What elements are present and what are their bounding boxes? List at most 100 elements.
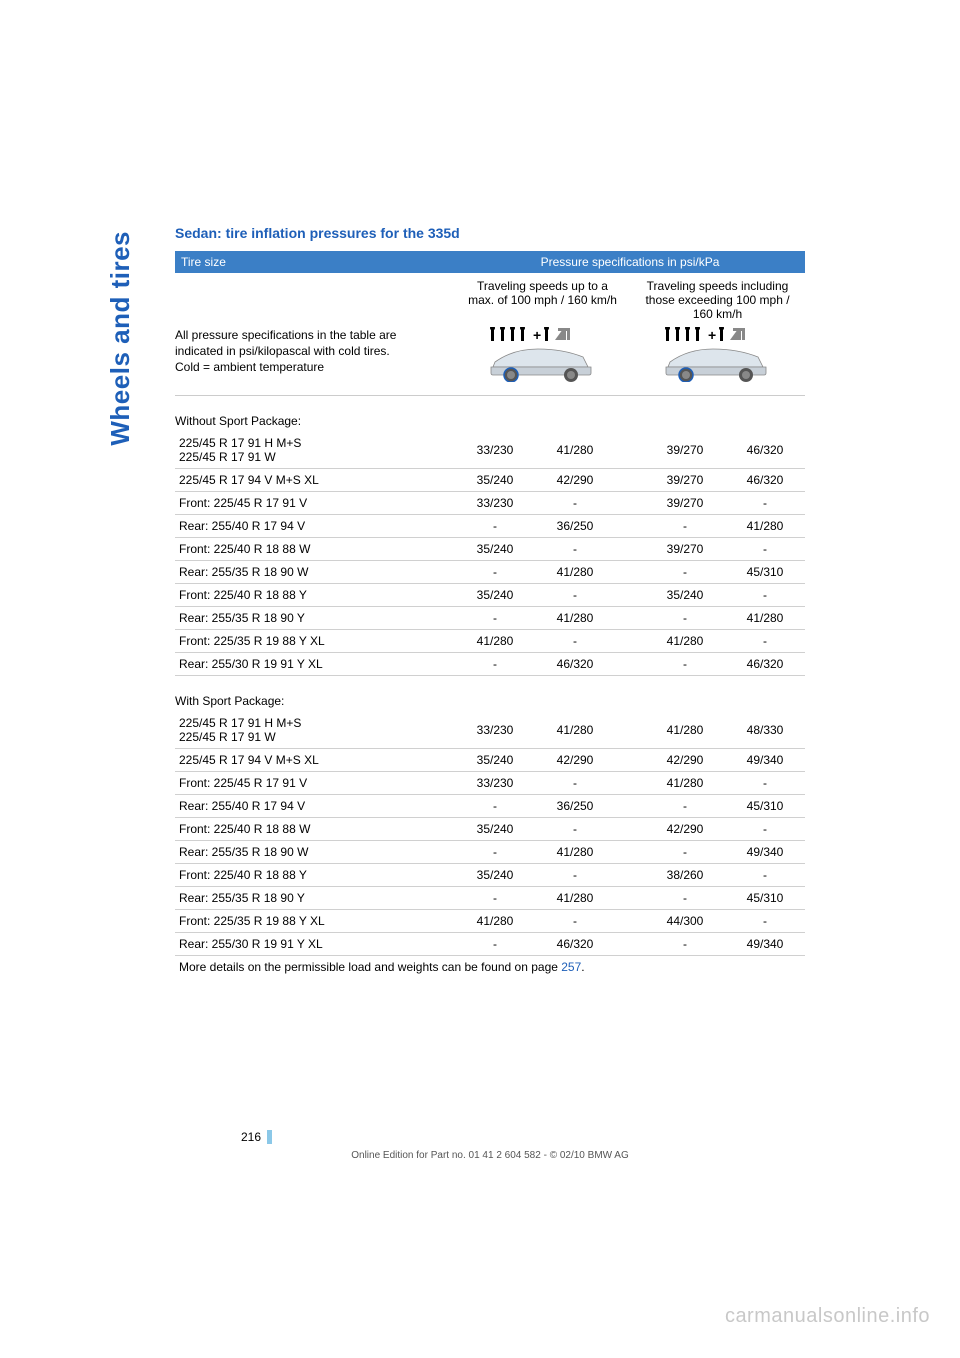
page-footer: 216 Online Edition for Part no. 01 41 2 …: [175, 1130, 805, 1161]
table-row: Rear: 255/35 R 18 90 Y-41/280-45/310: [175, 887, 805, 910]
pressure-cell: 36/250: [535, 795, 615, 818]
pressure-cell: -: [645, 561, 725, 584]
tire-size-cell: Rear: 255/35 R 18 90 Y: [175, 887, 455, 910]
pressure-cell: -: [455, 607, 535, 630]
table-row: Rear: 255/30 R 19 91 Y XL-46/320-49/340: [175, 933, 805, 956]
pressure-cell: 41/280: [535, 432, 615, 469]
tire-size-cell: 225/45 R 17 94 V M+S XL: [175, 749, 455, 772]
pressure-cell: 41/280: [725, 607, 805, 630]
pressure-cell: 48/330: [725, 712, 805, 749]
pressure-cell: -: [645, 653, 725, 676]
tire-size-cell: Rear: 255/30 R 19 91 Y XL: [175, 653, 455, 676]
pressure-cell: -: [535, 492, 615, 515]
pressure-cell: 41/280: [455, 910, 535, 933]
pressure-cell: 39/270: [645, 432, 725, 469]
table-row: Rear: 255/35 R 18 90 W-41/280-49/340: [175, 841, 805, 864]
tire-size-cell: Front: 225/40 R 18 88 W: [175, 818, 455, 841]
pressure-cell: -: [535, 772, 615, 795]
tire-size-cell: Rear: 255/35 R 18 90 W: [175, 841, 455, 864]
column-headings: Traveling speeds up to a max. of 100 mph…: [175, 273, 805, 327]
pressure-cell: 49/340: [725, 933, 805, 956]
table-row: 225/45 R 17 94 V M+S XL35/24042/29039/27…: [175, 469, 805, 492]
table-row: Front: 225/45 R 17 91 V33/230-41/280-: [175, 772, 805, 795]
pressure-cell: -: [455, 887, 535, 910]
pressure-cell: 35/240: [455, 469, 535, 492]
pressure-note: All pressure specifications in the table…: [175, 327, 455, 376]
pressure-cell: 35/240: [455, 584, 535, 607]
watermark: carmanualsonline.info: [725, 1305, 930, 1328]
col-head-high-speed: Traveling speeds including those exceedi…: [630, 279, 805, 321]
pressure-cell: 33/230: [455, 432, 535, 469]
table-row: 225/45 R 17 91 H M+S225/45 R 17 91 W33/2…: [175, 712, 805, 749]
tire-size-cell: Rear: 255/35 R 18 90 Y: [175, 607, 455, 630]
pressure-cell: -: [725, 818, 805, 841]
pressure-cell: -: [725, 584, 805, 607]
table-row: Front: 225/35 R 19 88 Y XL41/280-41/280-: [175, 630, 805, 653]
page-link[interactable]: 257: [561, 960, 581, 974]
table-row: Front: 225/40 R 18 88 Y35/240-35/240-: [175, 584, 805, 607]
pressure-cell: -: [535, 538, 615, 561]
pressure-cell: 46/320: [535, 933, 615, 956]
pressure-cell: -: [535, 910, 615, 933]
table-row: 225/45 R 17 91 H M+S225/45 R 17 91 W33/2…: [175, 432, 805, 469]
pressure-cell: 41/280: [645, 772, 725, 795]
pressure-cell: -: [645, 515, 725, 538]
pressure-cell: 39/270: [645, 492, 725, 515]
pressure-cell: -: [645, 841, 725, 864]
svg-text:+: +: [533, 327, 541, 343]
pressure-cell: -: [455, 795, 535, 818]
tire-size-cell: 225/45 R 17 94 V M+S XL: [175, 469, 455, 492]
pressure-cell: 35/240: [455, 749, 535, 772]
pressure-cell: -: [455, 515, 535, 538]
load-car-icon: +: [658, 327, 778, 382]
tire-size-cell: Front: 225/45 R 17 91 V: [175, 772, 455, 795]
pressure-cell: 35/240: [645, 584, 725, 607]
table-header-band: Tire size Pressure specifications in psi…: [175, 251, 805, 273]
pressure-cell: 46/320: [725, 653, 805, 676]
tire-size-cell: 225/45 R 17 91 H M+S225/45 R 17 91 W: [175, 712, 455, 749]
table-row: Front: 225/35 R 19 88 Y XL41/280-44/300-: [175, 910, 805, 933]
pressure-cell: -: [645, 795, 725, 818]
pressure-cell: 41/280: [725, 515, 805, 538]
table-row: Rear: 255/35 R 18 90 W-41/280-45/310: [175, 561, 805, 584]
pressure-cell: -: [455, 653, 535, 676]
pressure-cell: 39/270: [645, 469, 725, 492]
pressure-cell: 49/340: [725, 841, 805, 864]
pressure-cell: 45/310: [725, 561, 805, 584]
pressure-cell: -: [535, 864, 615, 887]
pressure-cell: -: [535, 584, 615, 607]
pressure-cell: -: [725, 772, 805, 795]
table-row: Rear: 255/30 R 19 91 Y XL-46/320-46/320: [175, 653, 805, 676]
pressure-cell: 41/280: [535, 561, 615, 584]
main-content: Sedan: tire inflation pressures for the …: [175, 225, 805, 978]
pressure-cell: 46/320: [725, 469, 805, 492]
table-row: Rear: 255/40 R 17 94 V-36/250-41/280: [175, 515, 805, 538]
tire-size-cell: 225/45 R 17 91 H M+S225/45 R 17 91 W: [175, 432, 455, 469]
pressure-cell: 46/320: [725, 432, 805, 469]
col-head-low-speed: Traveling speeds up to a max. of 100 mph…: [455, 279, 630, 321]
pressure-cell: 41/280: [455, 630, 535, 653]
pressure-cell: -: [645, 887, 725, 910]
pressure-cell: -: [645, 933, 725, 956]
pressure-cell: 33/230: [455, 712, 535, 749]
header-pressure-spec: Pressure specifications in psi/kPa: [461, 255, 799, 269]
pressure-cell: -: [725, 864, 805, 887]
tire-size-cell: Front: 225/40 R 18 88 Y: [175, 584, 455, 607]
pressure-cell: 41/280: [535, 712, 615, 749]
pressure-cell: 46/320: [535, 653, 615, 676]
footnote: More details on the permissible load and…: [175, 956, 805, 978]
table-row: 225/45 R 17 94 V M+S XL35/24042/29042/29…: [175, 749, 805, 772]
notes-and-icons-row: All pressure specifications in the table…: [175, 327, 805, 396]
without-sport-table: 225/45 R 17 91 H M+S225/45 R 17 91 W33/2…: [175, 432, 805, 676]
pressure-cell: 33/230: [455, 492, 535, 515]
table-row: Rear: 255/35 R 18 90 Y-41/280-41/280: [175, 607, 805, 630]
table-row: Rear: 255/40 R 17 94 V-36/250-45/310: [175, 795, 805, 818]
pressure-cell: -: [725, 630, 805, 653]
pressure-cell: 36/250: [535, 515, 615, 538]
pressure-cell: -: [535, 630, 615, 653]
pressure-cell: -: [645, 607, 725, 630]
pressure-cell: 41/280: [645, 712, 725, 749]
car-icon-group-2: +: [630, 327, 805, 387]
pressure-cell: 42/290: [535, 749, 615, 772]
tire-size-cell: Front: 225/40 R 18 88 Y: [175, 864, 455, 887]
